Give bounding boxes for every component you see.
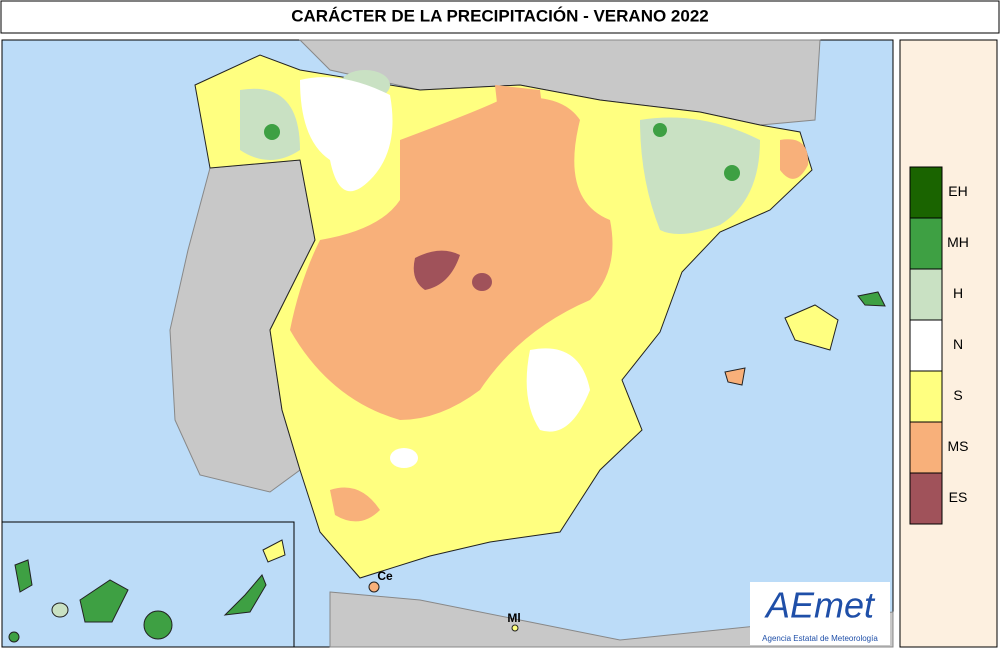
region-n [300,77,393,192]
map: Ce Ml AEmet Agencia Estatal de Meteorolo… [1,39,894,648]
menorca [857,291,886,307]
melilla [511,624,519,632]
region-ms [495,85,545,130]
region-es [413,250,460,290]
legend-swatch [909,166,943,219]
region-ms [780,139,809,179]
legend-label: N [953,336,963,352]
island [51,602,69,618]
legend-label: S [953,387,962,403]
region-mh [653,123,667,137]
legend-label: MH [947,234,969,250]
island [79,579,129,623]
region-mh [264,124,280,140]
title-bar [0,0,1000,34]
region-ms [330,487,380,522]
ibiza [724,367,746,386]
legend: EH MH H N S MS ES [909,166,969,525]
title: CARÁCTER DE LA PRECIPITACIÓN - VERANO 20… [291,6,709,25]
region-n [526,348,590,432]
place-label: Ml [507,611,520,625]
region-mh [724,165,740,181]
island [223,574,267,616]
legend-label: EH [948,183,967,199]
legend-label: MS [948,438,969,454]
region-h [640,117,760,234]
logo-subtitle: Agencia Estatal de Meteorología [762,634,878,643]
mallorca [784,304,839,351]
island [14,559,33,593]
legend-swatch [909,319,943,372]
legend-swatch [909,370,943,423]
ceuta [368,581,380,593]
legend-swatch [909,421,943,474]
island [8,631,20,643]
logo-name: AEmet [764,585,876,626]
island [262,539,286,563]
legend-swatch [909,268,943,321]
place-label: Ce [377,569,393,583]
legend-swatch [909,472,943,525]
logo-box [750,582,890,645]
legend-label: H [953,285,963,301]
region-n [390,448,418,468]
island [143,610,173,640]
region-es [472,273,492,291]
legend-label: ES [949,489,968,505]
legend-swatch [909,217,943,270]
